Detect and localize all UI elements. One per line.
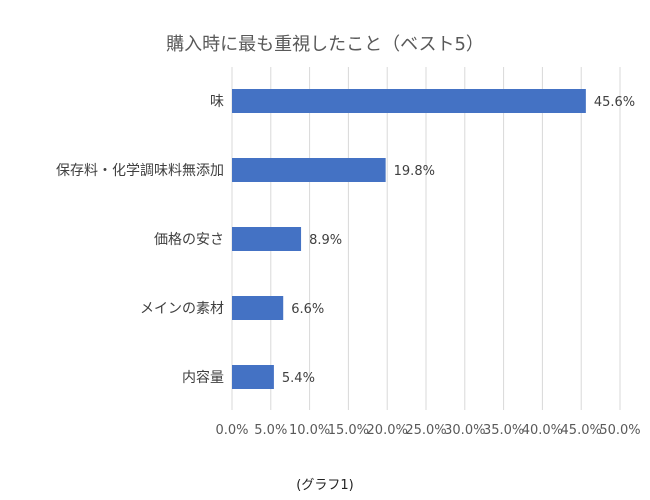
category-label: 保存料・化学調味料無添加	[56, 163, 224, 179]
x-tick-label: 0.0%	[215, 423, 248, 438]
x-tick-label: 15.0%	[328, 423, 369, 438]
x-tick-label: 35.0%	[483, 423, 524, 438]
chart-title: 購入時に最も重視したこと（ベスト5）	[166, 34, 484, 55]
category-label: 価格の安さ	[154, 232, 224, 248]
data-label: 45.6%	[594, 95, 635, 110]
x-tick-label: 5.0%	[254, 423, 287, 438]
x-tick-label: 10.0%	[289, 423, 330, 438]
x-tick-label: 20.0%	[367, 423, 408, 438]
x-tick-label: 30.0%	[444, 423, 485, 438]
data-label: 8.9%	[309, 233, 342, 248]
bar	[232, 89, 586, 113]
bar	[232, 227, 302, 251]
category-label: メインの素材	[140, 301, 224, 317]
x-tick-label: 50.0%	[599, 423, 640, 438]
category-label: 味	[210, 94, 224, 110]
bar	[232, 158, 386, 182]
data-label: 6.6%	[291, 302, 324, 317]
category-label: 内容量	[182, 369, 224, 386]
data-label: 19.8%	[394, 164, 435, 179]
chart-caption: (グラフ1)	[296, 478, 354, 493]
data-label: 5.4%	[282, 371, 315, 386]
x-tick-label: 45.0%	[561, 423, 602, 438]
bar	[232, 365, 274, 389]
x-tick-label: 25.0%	[405, 423, 446, 438]
bar	[232, 296, 284, 320]
x-tick-label: 40.0%	[522, 423, 563, 438]
